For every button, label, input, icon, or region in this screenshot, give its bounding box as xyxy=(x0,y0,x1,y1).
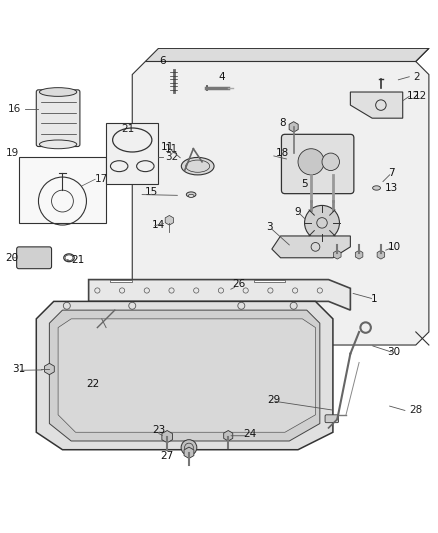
Polygon shape xyxy=(36,301,332,450)
FancyBboxPatch shape xyxy=(36,90,80,147)
Bar xyxy=(205,85,207,90)
FancyBboxPatch shape xyxy=(281,134,353,193)
Text: 27: 27 xyxy=(160,451,173,461)
Text: 7: 7 xyxy=(388,168,394,177)
Text: 22: 22 xyxy=(86,379,99,389)
Text: 16: 16 xyxy=(8,104,21,115)
Ellipse shape xyxy=(181,157,214,175)
Circle shape xyxy=(181,440,196,455)
Circle shape xyxy=(304,205,339,240)
Polygon shape xyxy=(350,92,402,118)
Text: 10: 10 xyxy=(387,242,399,252)
Text: 18: 18 xyxy=(276,148,289,158)
Text: 24: 24 xyxy=(243,430,256,439)
Polygon shape xyxy=(254,280,284,282)
Ellipse shape xyxy=(39,87,77,96)
Polygon shape xyxy=(132,61,428,345)
Ellipse shape xyxy=(188,195,194,197)
Text: 26: 26 xyxy=(232,279,245,289)
Text: 5: 5 xyxy=(300,179,307,189)
Text: 20: 20 xyxy=(6,253,19,263)
Text: 32: 32 xyxy=(165,152,178,163)
Text: 11: 11 xyxy=(160,142,173,151)
Text: 14: 14 xyxy=(152,220,165,230)
Text: 21: 21 xyxy=(121,124,134,134)
Text: 29: 29 xyxy=(267,394,280,405)
Text: 15: 15 xyxy=(145,187,158,197)
Ellipse shape xyxy=(186,192,195,197)
Text: 12: 12 xyxy=(406,91,419,101)
Text: 21: 21 xyxy=(71,255,84,265)
Polygon shape xyxy=(271,236,350,258)
Circle shape xyxy=(321,153,339,171)
Text: 19: 19 xyxy=(6,148,19,158)
Text: 17: 17 xyxy=(95,174,108,184)
Circle shape xyxy=(297,149,323,175)
FancyBboxPatch shape xyxy=(19,157,106,223)
FancyBboxPatch shape xyxy=(324,415,338,423)
FancyBboxPatch shape xyxy=(17,247,51,269)
Ellipse shape xyxy=(372,186,380,190)
Text: 23: 23 xyxy=(152,425,165,435)
FancyBboxPatch shape xyxy=(106,123,158,183)
Text: 6: 6 xyxy=(159,56,166,67)
Text: 8: 8 xyxy=(279,118,286,127)
Polygon shape xyxy=(49,310,319,441)
Polygon shape xyxy=(110,280,132,282)
Polygon shape xyxy=(145,49,428,61)
Text: 30: 30 xyxy=(387,346,399,357)
Text: 12: 12 xyxy=(413,91,426,101)
Text: 3: 3 xyxy=(266,222,272,232)
Ellipse shape xyxy=(39,140,77,149)
Text: 9: 9 xyxy=(294,207,300,217)
Text: 11: 11 xyxy=(165,144,178,154)
Text: 28: 28 xyxy=(408,406,421,415)
Polygon shape xyxy=(88,280,350,310)
Text: 1: 1 xyxy=(370,294,377,304)
Text: 2: 2 xyxy=(413,72,419,82)
Text: 13: 13 xyxy=(384,183,398,193)
Text: 4: 4 xyxy=(218,72,225,82)
Polygon shape xyxy=(58,319,315,432)
Text: 31: 31 xyxy=(12,364,25,374)
